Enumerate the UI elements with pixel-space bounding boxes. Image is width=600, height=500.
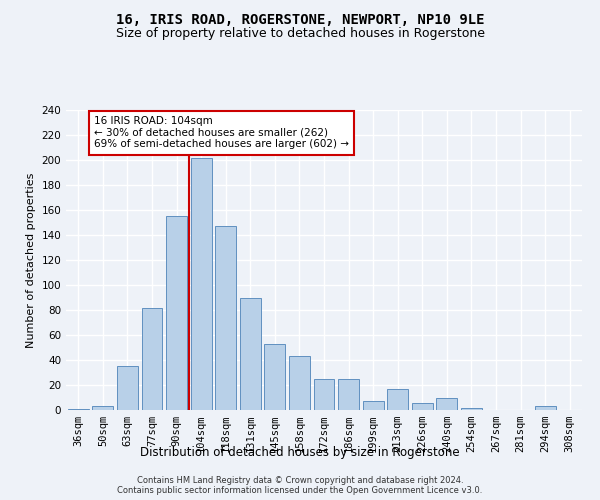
Bar [142, 308, 163, 410]
Bar [362, 401, 383, 410]
Bar [387, 389, 408, 410]
Bar [265, 344, 286, 410]
Bar [461, 408, 482, 410]
Text: 16 IRIS ROAD: 104sqm
← 30% of detached houses are smaller (262)
69% of semi-deta: 16 IRIS ROAD: 104sqm ← 30% of detached h… [94, 116, 349, 150]
Y-axis label: Number of detached properties: Number of detached properties [26, 172, 36, 348]
Bar [191, 158, 212, 410]
Text: 16, IRIS ROAD, ROGERSTONE, NEWPORT, NP10 9LE: 16, IRIS ROAD, ROGERSTONE, NEWPORT, NP10… [116, 12, 484, 26]
Text: Size of property relative to detached houses in Rogerstone: Size of property relative to detached ho… [115, 28, 485, 40]
Bar [117, 366, 138, 410]
Bar [92, 406, 113, 410]
Bar [412, 402, 433, 410]
Bar [166, 216, 187, 410]
Bar [338, 379, 359, 410]
Bar [68, 409, 89, 410]
Bar [215, 226, 236, 410]
Bar [535, 406, 556, 410]
Bar [314, 379, 334, 410]
Bar [289, 356, 310, 410]
Bar [240, 298, 261, 410]
Text: Contains HM Land Registry data © Crown copyright and database right 2024.
Contai: Contains HM Land Registry data © Crown c… [118, 476, 482, 495]
Text: Distribution of detached houses by size in Rogerstone: Distribution of detached houses by size … [140, 446, 460, 459]
Bar [436, 398, 457, 410]
